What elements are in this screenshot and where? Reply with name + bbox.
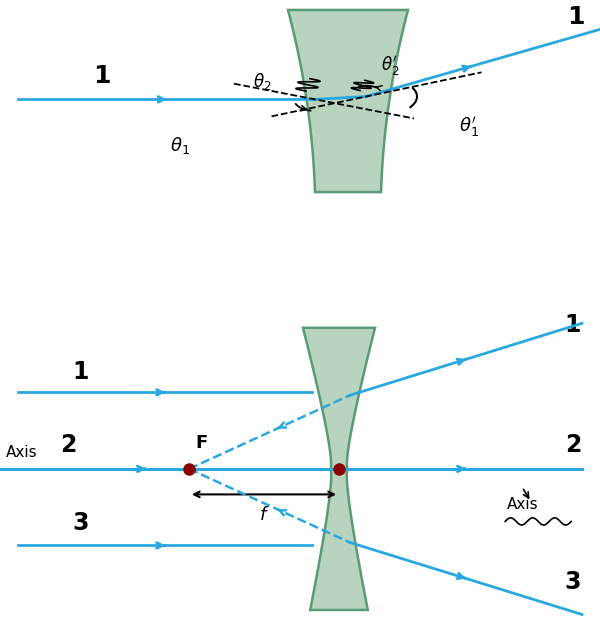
Text: $f$: $f$ [259, 506, 269, 524]
Text: $\theta_2'$: $\theta_2'$ [381, 54, 400, 78]
Polygon shape [288, 10, 408, 192]
Text: 3: 3 [72, 511, 89, 535]
Polygon shape [303, 328, 375, 610]
Text: Axis: Axis [507, 498, 539, 513]
Text: 1: 1 [93, 64, 111, 88]
Text: 1: 1 [567, 4, 585, 28]
Text: 2: 2 [60, 433, 76, 457]
Text: Axis: Axis [6, 445, 38, 460]
Text: 1: 1 [565, 313, 581, 337]
Text: 2: 2 [565, 433, 581, 457]
Text: $\theta_2$: $\theta_2$ [253, 71, 271, 92]
Text: $\theta_1$: $\theta_1$ [170, 135, 190, 156]
Text: $\theta_1'$: $\theta_1'$ [459, 116, 479, 139]
Text: 3: 3 [565, 570, 581, 594]
Text: F: F [195, 434, 207, 452]
Text: 1: 1 [72, 360, 88, 384]
